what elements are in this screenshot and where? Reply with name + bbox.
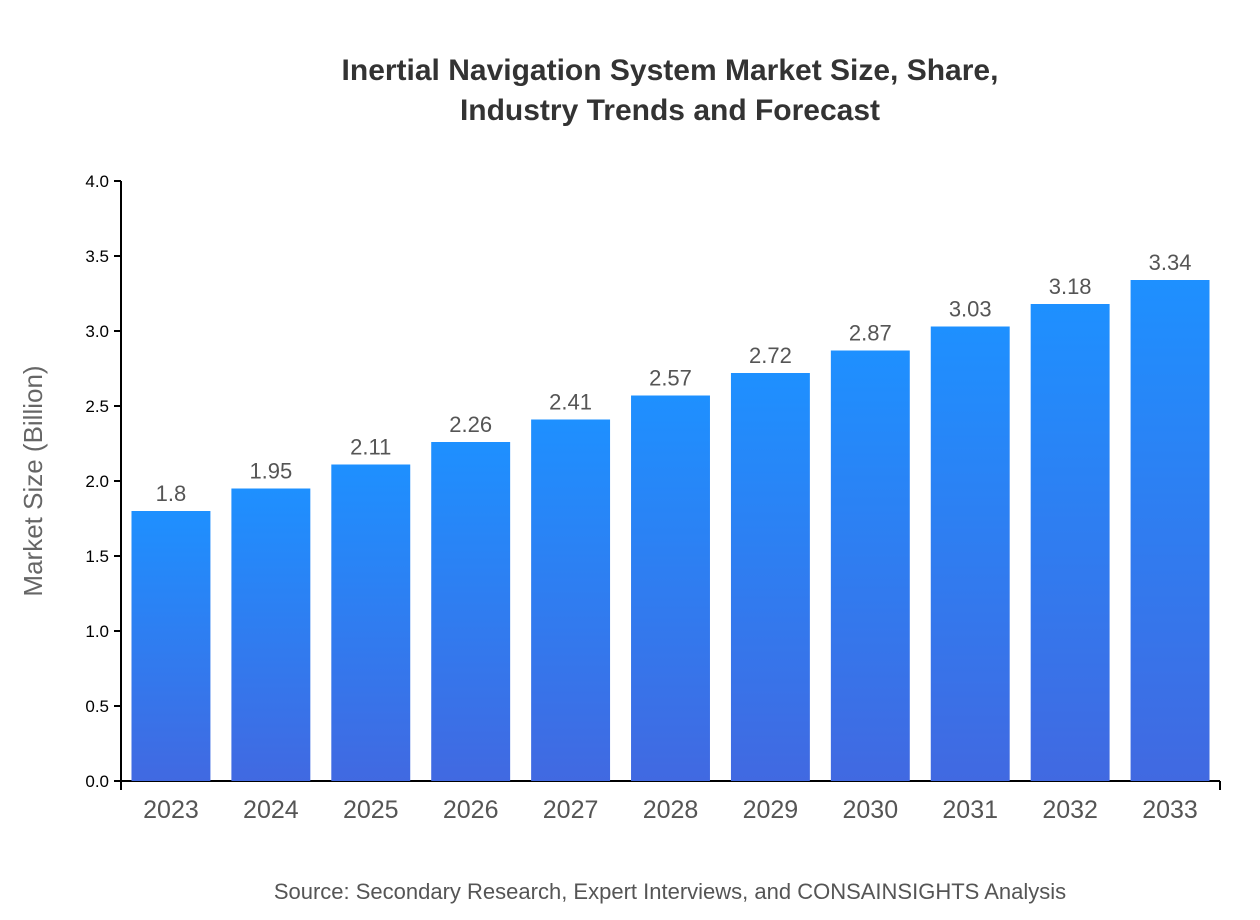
bar-2025 [331,464,411,781]
y-axis: 0.0 0.5 1.0 1.5 2.0 2.5 3.0 3.5 4.0 [85,172,122,791]
y-axis-label: Market Size (Billion) [18,365,48,596]
x-tick-label: 2023 [143,796,199,824]
x-tick-label: 2025 [343,796,399,824]
bar-2030 [830,350,910,781]
x-tick-label: 2026 [443,796,499,824]
data-label: 3.03 [949,297,992,322]
x-tick-label: 2027 [543,796,599,824]
x-tick-label: 2029 [743,796,799,824]
bar-2032 [1030,304,1110,781]
data-label: 2.26 [449,412,492,437]
bar-2027 [531,419,611,781]
data-label: 3.34 [1149,250,1192,275]
data-label: 1.8 [156,481,187,506]
data-label: 2.41 [549,390,592,415]
bars: 1.8 1.95 2.11 2.26 2.41 2.57 2.72 2.87 3.03 3.18 3… [131,250,1210,781]
data-label: 2.11 [350,435,391,460]
y-tick-label: 0.5 [85,697,109,716]
x-tick-label: 2031 [942,796,998,824]
y-tick-label: 2.5 [85,397,109,416]
bar-2028 [631,395,710,781]
chart-title-line-2: Industry Trends and Forecast [460,94,880,127]
data-label: 3.18 [1049,274,1092,299]
data-label: 2.72 [749,343,792,368]
x-tick-label: 2032 [1042,796,1098,824]
x-tick-label: 2028 [643,796,699,824]
bar-2031 [930,326,1010,781]
y-tick-label: 2.0 [85,472,109,491]
bar-2024 [231,488,311,781]
y-tick-label: 3.5 [85,247,109,266]
x-tick-label: 2024 [243,796,299,824]
data-label: 2.57 [649,366,692,391]
bar-2029 [730,373,810,781]
y-tick-label: 1.0 [85,622,109,641]
y-tick-label: 3.0 [85,322,109,341]
x-tick-label: 2030 [843,796,899,824]
bar-2033 [1130,280,1210,781]
y-tick-label: 0.0 [85,772,109,791]
x-tick-label: 2033 [1142,796,1198,824]
data-label: 1.95 [249,459,292,484]
y-tick-label: 4.0 [85,172,109,191]
data-label: 2.87 [849,321,892,346]
bar-2026 [431,442,511,781]
y-tick-label: 1.5 [85,547,109,566]
bar-2023 [131,511,211,781]
source-note: Source: Secondary Research, Expert Inter… [274,879,1066,904]
x-axis: 2023 2024 2025 2026 2027 2028 2029 2030 2031 2032… [120,780,1221,824]
chart-title-line-1: Inertial Navigation System Market Size, … [342,54,999,87]
